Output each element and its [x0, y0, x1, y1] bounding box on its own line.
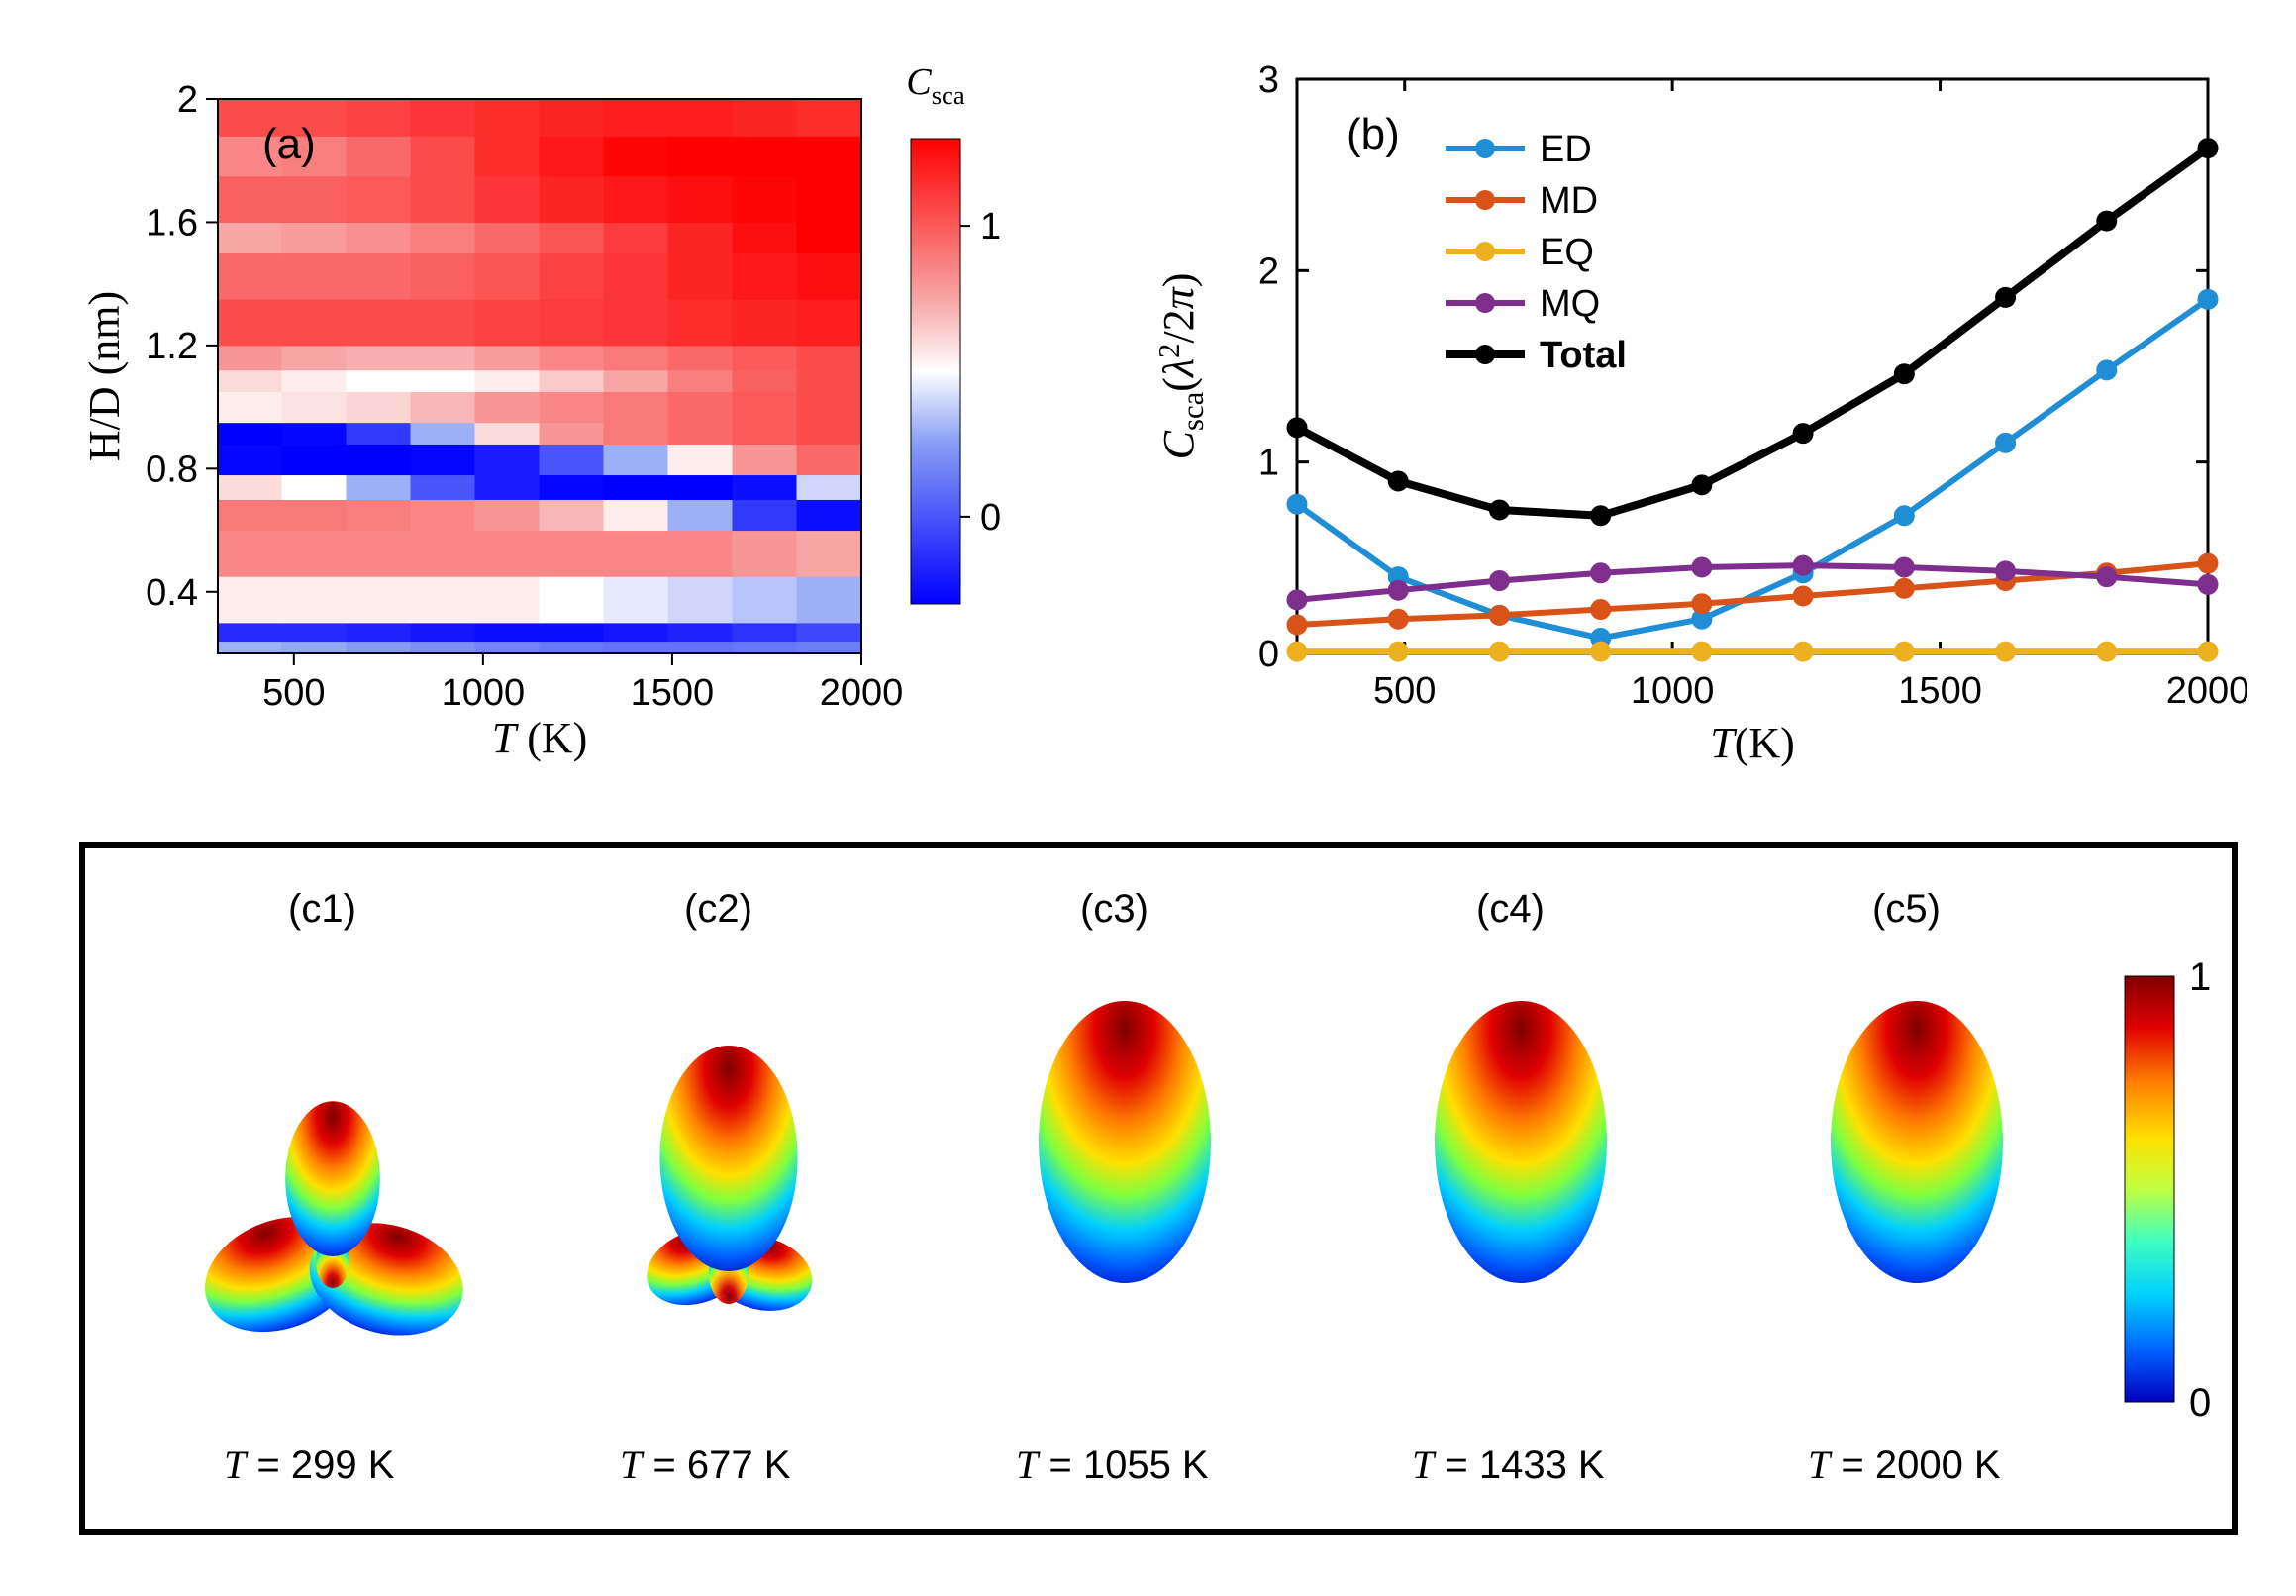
subpanel-temperature: T = 1055 K — [1016, 1442, 1209, 1488]
svg-text:500: 500 — [262, 672, 325, 714]
svg-text:2: 2 — [1258, 250, 1279, 292]
panel-a-yticks: 0.4 0.8 1.2 1.6 2 — [146, 79, 218, 614]
radiation-pattern — [189, 1101, 476, 1351]
svg-text:1: 1 — [2189, 955, 2211, 999]
svg-text:ED: ED — [1540, 129, 1592, 170]
svg-text:EQ: EQ — [1540, 232, 1594, 273]
svg-text:1500: 1500 — [1898, 670, 1982, 712]
panel-a-colorbar-title: Csca — [906, 61, 965, 110]
figure-root: 500100015002000 0.40.81.21.62 T (K) H/D … — [20, 20, 2276, 1576]
svg-text:0: 0 — [2189, 1381, 2211, 1425]
panel-b: 500100015002000 0123 EDMDEQMQTotal T(K) … — [1139, 40, 2247, 792]
subpanel-temperature: T = 677 K — [620, 1442, 790, 1488]
svg-text:1.6: 1.6 — [146, 202, 198, 244]
subpanel-letter: (c5) — [1872, 887, 1941, 932]
svg-text:0: 0 — [980, 497, 1001, 539]
radiation-pattern — [1435, 1001, 1607, 1283]
panel-c: 01 (c1)T = 299 K(c2)T = 677 K(c3)T = 105… — [79, 842, 2238, 1535]
radiation-pattern — [1039, 1001, 1211, 1283]
subpanel-letter: (c2) — [684, 887, 752, 932]
subpanel-temperature: T = 299 K — [224, 1442, 394, 1488]
panel-a-svg: 500 1000 1500 2000 0.4 0.8 1.2 1.6 2 T (K) H/D … — [79, 40, 1069, 792]
radiation-pattern — [636, 1046, 821, 1322]
panel-a-colorbar — [911, 139, 960, 604]
panel-c-colorbar-ticks: 01 — [2189, 955, 2211, 1425]
panel-a-colorbar-ticks: 01 — [960, 206, 1001, 539]
svg-text:3: 3 — [1258, 59, 1279, 101]
radiation-pattern — [1831, 1001, 2003, 1283]
svg-text:2000: 2000 — [820, 672, 904, 714]
subpanel-temperature: T = 2000 K — [1808, 1442, 2001, 1488]
svg-text:0.8: 0.8 — [146, 449, 198, 490]
svg-text:2000: 2000 — [2166, 670, 2247, 712]
svg-text:MD: MD — [1540, 180, 1598, 222]
panel-a-heatmap — [218, 99, 862, 654]
panel-b-xlabel: T(K) — [1710, 719, 1795, 767]
panel-b-letter: (b) — [1347, 110, 1400, 158]
panel-b-ylabel: Csca(λ2/2π) — [1152, 273, 1210, 460]
svg-text:MQ: MQ — [1540, 283, 1600, 325]
svg-text:500: 500 — [1373, 670, 1436, 712]
panel-b-svg: 500100015002000 0123 EDMDEQMQTotal T(K) … — [1139, 40, 2247, 792]
svg-text:Total: Total — [1540, 335, 1627, 376]
svg-text:1: 1 — [1258, 443, 1279, 484]
panel-a-xlabel: T (K) — [492, 714, 588, 762]
svg-text:1: 1 — [980, 206, 1001, 248]
panel-a-letter: (a) — [262, 120, 316, 168]
svg-text:2: 2 — [177, 79, 198, 121]
panel-c-svg: 01 — [85, 848, 2232, 1529]
svg-text:1500: 1500 — [631, 672, 715, 714]
svg-text:1.2: 1.2 — [146, 326, 198, 367]
panel-b-legend: ED MD EQ MQ Total — [1446, 129, 1627, 376]
svg-text:0.4: 0.4 — [146, 572, 198, 614]
panel-c-colorbar — [2125, 976, 2174, 1402]
panel-a: 500 1000 1500 2000 0.4 0.8 1.2 1.6 2 T (K) H/D … — [79, 40, 1069, 792]
panel-a-ylabel: H/D (nm) — [80, 291, 129, 461]
subpanel-letter: (c1) — [288, 887, 356, 932]
panel-a-xticks: 500 1000 1500 2000 — [262, 653, 903, 714]
svg-text:1000: 1000 — [442, 672, 526, 714]
svg-text:0: 0 — [1258, 634, 1279, 675]
svg-text:1000: 1000 — [1631, 670, 1715, 712]
subpanel-letter: (c3) — [1080, 887, 1148, 932]
subpanel-letter: (c4) — [1476, 887, 1545, 932]
subpanel-temperature: T = 1433 K — [1412, 1442, 1605, 1488]
panel-c-patterns — [189, 1001, 2003, 1351]
panel-b-series — [1287, 139, 2218, 661]
